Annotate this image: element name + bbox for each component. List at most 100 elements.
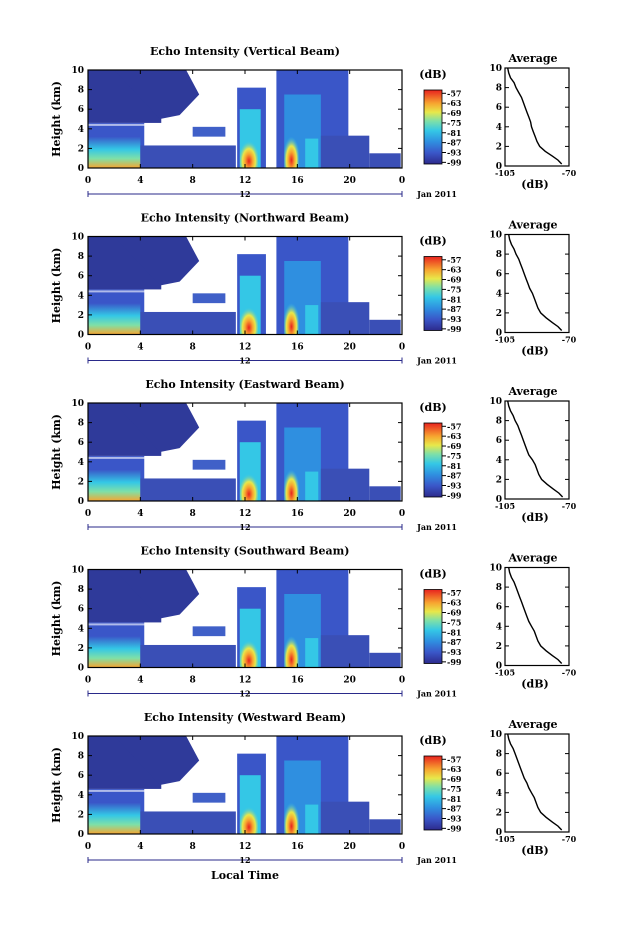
colorbar	[423, 589, 443, 664]
profile-y-tick-label: 0	[496, 162, 502, 172]
colorbar-tick-label: -93	[447, 314, 462, 324]
colorbar-tick-label: -57	[447, 754, 461, 764]
profile-y-tick-label: 6	[496, 103, 502, 113]
profile-y-tick-label: 8	[496, 583, 502, 593]
colorbar-tick-label: -57	[447, 588, 461, 598]
x-tick-label: 20	[343, 842, 356, 852]
x-tick-label: 12	[239, 676, 252, 686]
colorbar-label: (dB)	[419, 401, 446, 414]
profile-y-tick-label: 10	[489, 231, 502, 241]
echo-streak	[192, 459, 226, 470]
x-tick-label: 0	[85, 842, 91, 852]
x-tick-label: 12	[239, 509, 252, 519]
x-tick-label: 0	[399, 176, 405, 186]
colorbar-tick-label: -87	[447, 804, 461, 814]
echo-region-morning	[140, 311, 236, 335]
colorbar-tick-label: -87	[447, 304, 461, 314]
x-tick-label: 0	[85, 176, 91, 186]
x-tick-label: 8	[190, 842, 196, 852]
profile-x-tick-label: -105	[495, 335, 515, 345]
y-axis-label: Height (km)	[50, 81, 63, 157]
x-tick-label: 0	[85, 676, 91, 686]
profile-title: Average	[507, 385, 557, 398]
convection-b-hot	[284, 128, 299, 168]
convection-b-hot	[284, 295, 299, 335]
profile-y-tick-label: 6	[496, 436, 502, 446]
chart-title: Echo Intensity (Eastward Beam)	[145, 378, 344, 391]
colorbar-tick-label: -99	[447, 490, 462, 500]
echo-region-evening	[320, 468, 370, 501]
profile-x-tick-label: -70	[562, 668, 577, 678]
bright-band	[88, 123, 167, 126]
heatmap-field	[88, 736, 401, 834]
date-marker: 12	[239, 855, 250, 865]
colorbar-tick-label: -75	[447, 617, 461, 627]
y-tick-label: 4	[78, 125, 84, 135]
echo-region-evening	[320, 801, 370, 834]
colorbar-tick-label: -93	[447, 647, 462, 657]
echo-streak	[192, 126, 226, 137]
x-tick-label: 12	[239, 842, 252, 852]
profile-y-tick-label: 10	[489, 564, 502, 574]
x-tick-label: 4	[137, 842, 143, 852]
colorbar-tick-label: -93	[447, 813, 462, 823]
profile-y-tick-label: 0	[496, 495, 502, 505]
x-tick-label: 0	[399, 676, 405, 686]
echo-region-morning	[140, 478, 236, 501]
profile-line	[507, 400, 564, 498]
profile-y-tick-label: 0	[496, 662, 502, 672]
profile-x-tick-label: -70	[562, 834, 577, 844]
convection-b-hot	[284, 461, 299, 501]
x-tick-label: 0	[85, 343, 91, 353]
y-tick-label: 10	[71, 233, 84, 243]
heatmap-field	[88, 236, 401, 335]
convection-c	[305, 471, 319, 501]
profile-y-tick-label: 4	[496, 289, 502, 299]
colorbar-tick-label: -81	[447, 128, 461, 138]
chart-title: Echo Intensity (Vertical Beam)	[150, 45, 340, 58]
panel-1: Echo Intensity (Northward Beam) 0 2 4 6 8 10 He…	[50, 212, 577, 366]
profile-y-tick-label: 4	[496, 789, 502, 799]
colorbar	[423, 256, 443, 331]
profile-title: Average	[507, 219, 557, 232]
y-tick-label: 0	[78, 331, 84, 341]
colorbar-tick-label: -69	[447, 608, 462, 618]
colorbar-tick-label: -99	[447, 657, 462, 667]
colorbar-tick-label: -63	[447, 98, 462, 108]
colorbar	[423, 755, 443, 831]
y-axis-label: Height (km)	[50, 747, 63, 823]
convection-c	[305, 804, 319, 834]
bright-band	[88, 789, 167, 792]
colorbar-tick-label: -99	[447, 157, 462, 167]
profile-xlabel: (dB)	[521, 511, 548, 524]
bright-band	[88, 623, 167, 626]
echo-region-tail	[114, 403, 200, 452]
y-tick-label: 10	[71, 66, 84, 76]
echo-region-morning	[140, 145, 236, 168]
colorbar	[423, 422, 443, 498]
colorbar-tick-label: -81	[447, 627, 461, 637]
convection-c	[305, 638, 319, 668]
colorbar-tick-label: -57	[447, 88, 461, 98]
echo-region-low	[88, 303, 141, 335]
y-axis-label: Height (km)	[50, 414, 63, 490]
convection-b-hot	[284, 628, 299, 668]
echo-region-night	[369, 319, 401, 335]
y-tick-label: 6	[78, 605, 84, 615]
y-tick-label: 4	[78, 291, 84, 301]
x-tick-label: 0	[85, 509, 91, 519]
y-tick-label: 10	[71, 566, 84, 576]
colorbar-tick-label: -75	[447, 118, 461, 128]
echo-region-evening	[320, 635, 370, 668]
echo-region-night	[369, 819, 401, 834]
profile-frame	[504, 733, 570, 833]
y-tick-label: 6	[78, 105, 84, 115]
colorbar-tick-label: -69	[447, 108, 462, 118]
colorbar-label: (dB)	[419, 568, 446, 581]
x-tick-label: 4	[137, 509, 143, 519]
date-label: Jan 2011	[416, 356, 457, 366]
colorbar-tick-label: -63	[447, 764, 462, 774]
x-tick-label: 20	[343, 509, 356, 519]
panel-3: Echo Intensity (Southward Beam) 0 2 4 6 8 10 He…	[50, 545, 577, 699]
